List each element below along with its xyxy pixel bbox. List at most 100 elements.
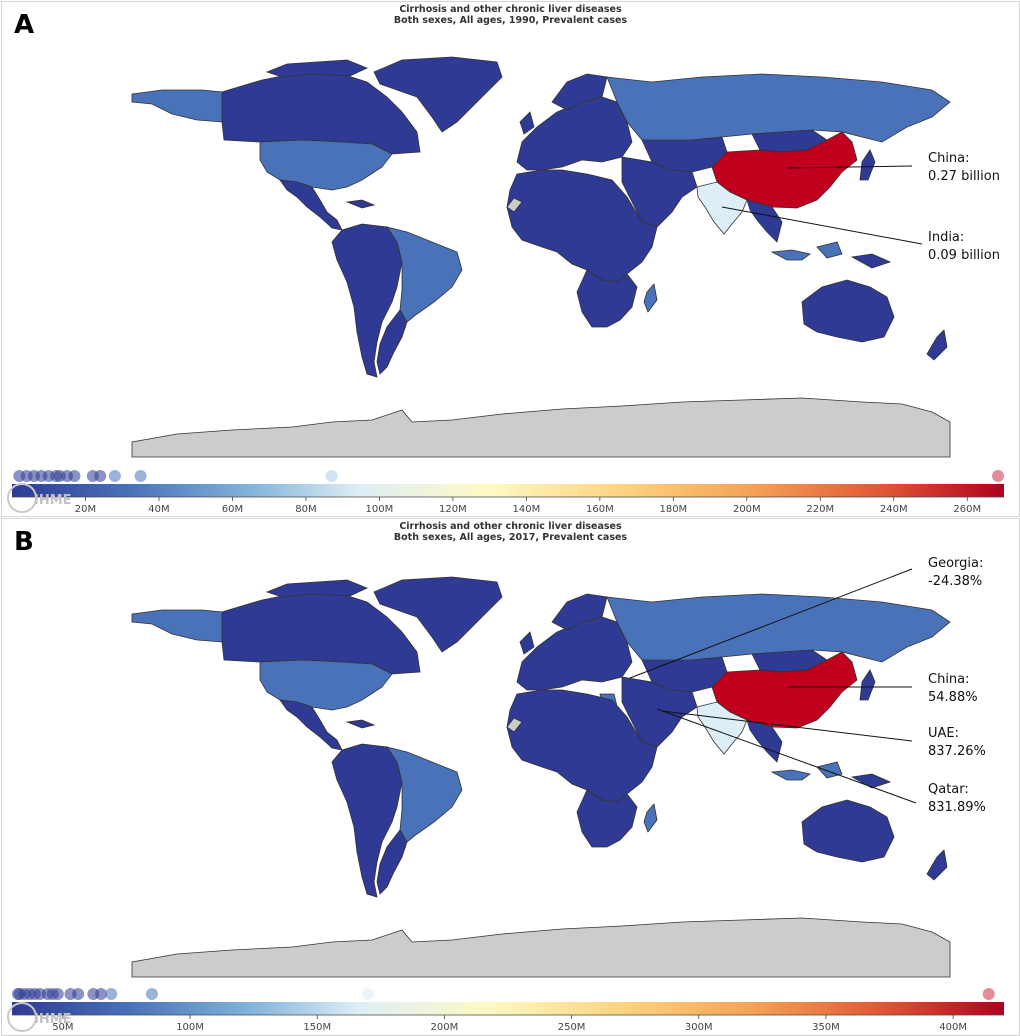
callout-name: India: [928, 230, 964, 245]
country-brazil [386, 746, 463, 843]
dot-strip [13, 470, 1004, 482]
country-antarctica [131, 917, 951, 978]
callout-lines [629, 568, 917, 804]
logo-circle [7, 483, 37, 513]
country-india [696, 181, 748, 235]
country-western-sahara [506, 717, 523, 733]
country-alaska [131, 609, 223, 643]
country-argentina [376, 829, 408, 895]
colorbar-tick-label: 150M [303, 1022, 331, 1033]
panel-letter: A [14, 10, 35, 40]
map-subtitle: Both sexes, All ages, 1990, Prevalent ca… [393, 15, 628, 26]
density-dot [134, 470, 147, 482]
callout-value: 0.09 billion [928, 248, 1000, 263]
colorbar-tick-label: 220M [806, 504, 834, 515]
country-western-sahara [506, 197, 523, 213]
colorbar-tick-label: 140M [513, 504, 541, 515]
country-southern-africa [576, 269, 638, 328]
colorbar-tick-label: 160M [586, 504, 614, 515]
colorbar-ticks: 20M 40M 60M 80M 100M 120M 140M 160M 180M 200M 220M… [12, 496, 1004, 515]
country-japan [859, 669, 876, 701]
density-dot [982, 988, 995, 1000]
ihme-logo: IHME [7, 1002, 72, 1032]
callout-value: 831.89% [928, 800, 986, 815]
logo-circle [7, 1002, 37, 1032]
colorbar-tick-label: 260M [953, 504, 981, 515]
country-madagascar [643, 283, 658, 313]
callout-line-china [786, 165, 913, 169]
colorbar-tick-label: 120M [439, 504, 467, 515]
density-dot [72, 988, 85, 1000]
density-dot [95, 988, 108, 1000]
callout-line-georgia [629, 568, 913, 679]
density-dot [68, 470, 81, 482]
colorbar-tick-label: 80M [295, 504, 316, 515]
country-alaska [131, 89, 223, 123]
country-new-guinea [850, 773, 892, 789]
country-caribbean [345, 719, 376, 729]
colorbar-tick-label: 200M [733, 504, 761, 515]
callout-lines [721, 165, 923, 245]
country-indonesia-east [816, 761, 843, 779]
country-new-zealand [926, 849, 948, 881]
colorbar-tick-label: 100M [366, 504, 394, 515]
country-canada-islands [265, 579, 369, 598]
country-caribbean [345, 199, 376, 209]
callout-value: -24.38% [928, 574, 982, 589]
country-indonesia [770, 769, 811, 781]
callout-line-qatar [656, 708, 917, 804]
country-southeast-asia [746, 199, 783, 243]
density-dot [108, 470, 121, 482]
colorbar-tick-label: 20M [75, 504, 96, 515]
colorbar-tick-label: 400M [939, 1022, 967, 1033]
country-middle-east [621, 156, 698, 228]
country-greenland [373, 576, 503, 653]
callout-value: 0.27 billion [928, 169, 1000, 184]
colorbar-tick-label: 240M [880, 504, 908, 515]
callout-line-uae [661, 710, 913, 742]
density-dot [94, 470, 107, 482]
colorbar-tick-label: 40M [148, 504, 169, 515]
callout-value: 837.26% [928, 744, 986, 759]
colorbar-tick-label: 60M [222, 504, 243, 515]
country-scandinavia [551, 73, 608, 111]
country-india [696, 701, 748, 755]
country-australia [801, 279, 895, 343]
country-madagascar [643, 803, 658, 833]
map-title: Cirrhosis and other chronic liver diseas… [399, 4, 622, 15]
colorbar [12, 484, 1004, 497]
callout-name: Qatar: [928, 782, 969, 797]
callout-name: Georgia: [928, 556, 983, 571]
country-greenland [373, 56, 503, 133]
country-middle-east [621, 676, 698, 748]
density-dot [325, 470, 338, 482]
density-dot [105, 988, 118, 1000]
world-map-b: Georgia: -24.38% China: 54.88% UAE: 837.… [7, 556, 1004, 1033]
country-brazil [386, 226, 463, 323]
country-united-states [259, 659, 393, 711]
callout-name: China: [928, 672, 970, 687]
country-indonesia-east [816, 241, 843, 259]
map-title: Cirrhosis and other chronic liver diseas… [399, 521, 622, 532]
country-antarctica [131, 397, 951, 458]
callout-line-india [721, 206, 923, 245]
country-europe [516, 616, 633, 691]
country-united-states [259, 139, 393, 191]
dot-strip [12, 988, 995, 1000]
country-southern-africa [576, 789, 638, 848]
country-scandinavia [551, 593, 608, 631]
density-dot [51, 988, 64, 1000]
logo-text: IHME [34, 493, 72, 508]
colorbar-tick-label: 300M [685, 1022, 713, 1033]
country-japan [859, 149, 876, 181]
logo-text: IHME [34, 1012, 72, 1027]
callout-name: China: [928, 151, 970, 166]
colorbar [12, 1002, 1004, 1015]
panel-letter: B [14, 527, 34, 557]
density-dot [145, 988, 158, 1000]
country-uk [519, 631, 535, 655]
map-titles: Cirrhosis and other chronic liver diseas… [2, 4, 1019, 26]
panel-b: B Cirrhosis and other chronic liver dise… [1, 518, 1020, 1036]
colorbar-ticks: 50M 100M 150M 200M 250M 300M 350M 400M [12, 1014, 1004, 1033]
map-countries [131, 576, 951, 978]
